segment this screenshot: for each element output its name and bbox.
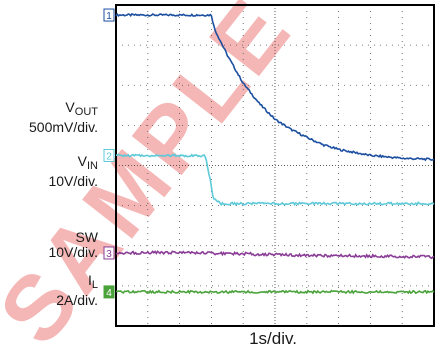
- vin-scale: 10V/div.: [48, 173, 98, 189]
- vout-scale: 500mV/div.: [29, 119, 98, 135]
- channel-marker-text: 2: [106, 151, 112, 162]
- il-scale: 2A/div.: [56, 292, 98, 308]
- x-axis-label: 1s/div.: [249, 329, 297, 348]
- plot-frame: [115, 4, 435, 327]
- trace-sw: [115, 250, 435, 260]
- vin-label: VIN 10V/div.: [0, 154, 98, 189]
- channel-marker-3: 3: [103, 246, 115, 260]
- il-label: IL 2A/div.: [0, 273, 98, 308]
- trace-vin: [116, 153, 435, 207]
- plot-grid: [116, 5, 434, 326]
- channel-markers: 1 2 3 4: [103, 8, 115, 299]
- channel-marker-text: 3: [106, 249, 112, 260]
- channel-marker-text: 1: [106, 11, 112, 22]
- sw-scale: 10V/div.: [48, 244, 98, 260]
- trace-group: [115, 12, 435, 295]
- channel-marker-4: 4: [103, 285, 115, 299]
- trace-vout: [115, 12, 435, 162]
- trace-il: [115, 289, 435, 295]
- channel-marker-text: 4: [106, 288, 112, 299]
- channel-marker-1: 1: [103, 8, 115, 22]
- sw-label: SW 10V/div.: [0, 230, 98, 260]
- vout-label: VOUT 500mV/div.: [0, 100, 98, 135]
- channel-marker-2: 2: [103, 148, 115, 162]
